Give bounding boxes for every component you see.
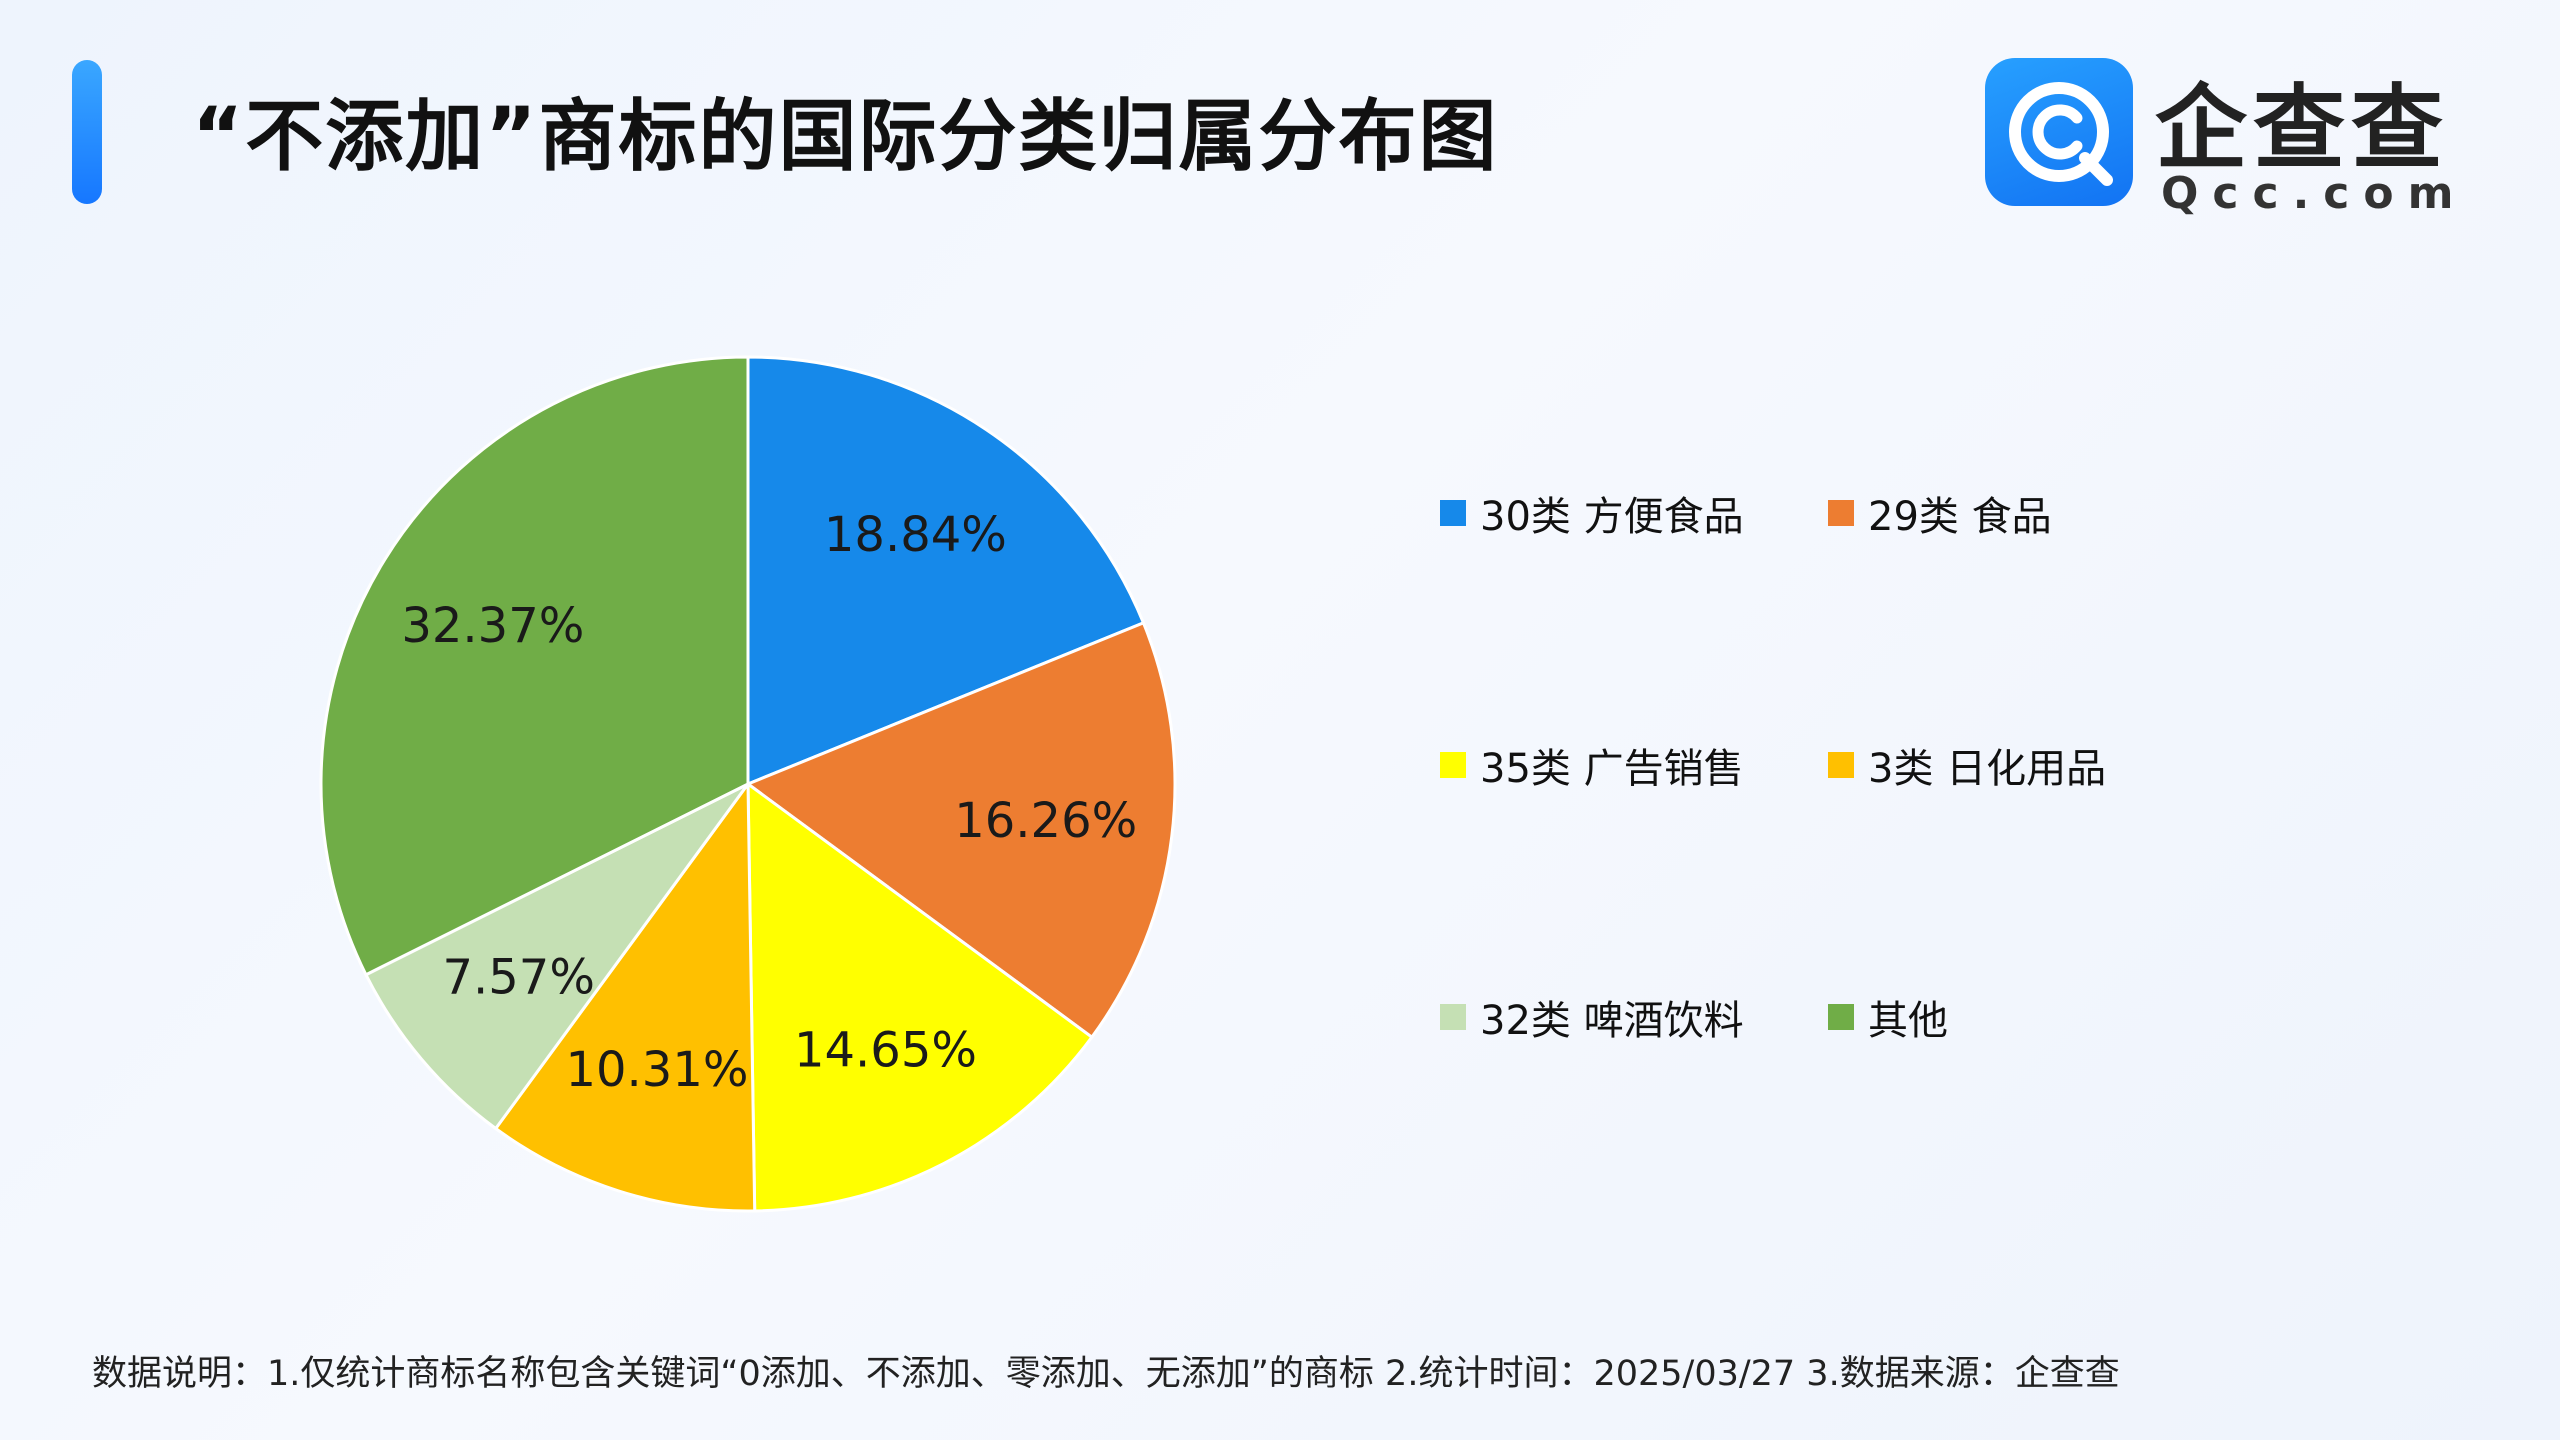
page-title: “不添加”商标的国际分类归属分布图 [192,92,1499,182]
pie-slice-2 [744,620,1177,1040]
legend-swatch [1440,500,1466,526]
legend-item-1: 30类 方便食品 [1440,484,1744,542]
slice-value-label-2: 16.26% [954,793,1137,849]
legend-swatch [1440,752,1466,778]
pie-slice-6 [319,355,750,977]
logo-name: 企查查 [2155,75,2450,182]
legend-label: 35类 广告销售 [1480,746,1744,792]
legend-item-4: 3类 日化用品 [1828,736,2106,794]
legend-label: 30类 方便食品 [1480,494,1744,540]
legend-label: 29类 食品 [1868,494,2052,540]
qcc-logo-icon [1985,58,2133,206]
logo-domain: Qcc.com [2161,168,2468,219]
legend-item-3: 35类 广告销售 [1440,736,1744,794]
legend-item-6: 其他 [1828,988,1948,1046]
legend-swatch [1828,1004,1854,1030]
footnote: 数据说明：1.仅统计商标名称包含关键词“0添加、不添加、零添加、无添加”的商标 … [92,1354,2120,1394]
slice-value-label-5: 7.57% [442,949,594,1005]
slice-value-label-1: 18.84% [824,507,1007,563]
slice-value-label-4: 10.31% [565,1042,748,1098]
pie-slice-3 [746,780,1094,1213]
legend-label: 3类 日化用品 [1868,746,2107,792]
slice-value-label-6: 32.37% [401,598,584,654]
title-accent-bar [72,60,102,204]
logo: 企查查 Qcc.com [1985,58,2455,219]
pie-slice-5 [363,782,750,1131]
legend-label: 32类 啤酒饮料 [1480,998,1744,1044]
slice-value-label-3: 14.65% [794,1023,977,1079]
pie-slice-1 [746,355,1146,787]
pie-slice-4 [493,779,757,1213]
legend-swatch [1440,1004,1466,1030]
legend-label: 其他 [1868,998,1948,1044]
legend-item-5: 32类 啤酒饮料 [1440,988,1744,1046]
legend-swatch [1828,752,1854,778]
legend-swatch [1828,500,1854,526]
pie-chart: 18.84% 16.26% 14.65% 10.31% 7.57% 32.37% [319,355,1177,1213]
legend-item-2: 29类 食品 [1828,484,2052,542]
